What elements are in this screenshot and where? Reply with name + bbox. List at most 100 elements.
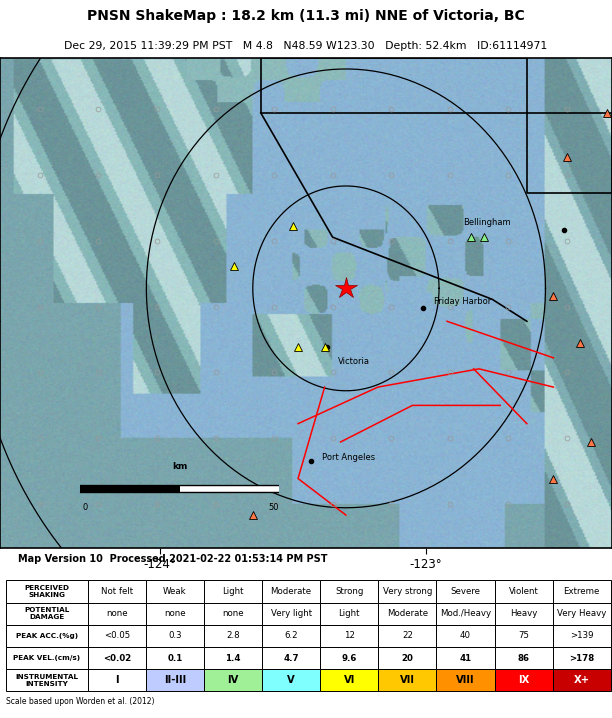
Text: Heavy: Heavy <box>510 609 537 618</box>
Bar <box>204 625 262 647</box>
Bar <box>378 647 436 669</box>
Text: Dec 29, 2015 11:39:29 PM PST   M 4.8   N48.59 W123.30   Depth: 52.4km   ID:61114: Dec 29, 2015 11:39:29 PM PST M 4.8 N48.5… <box>64 42 548 52</box>
Text: Moderate: Moderate <box>387 609 428 618</box>
Text: Very light: Very light <box>271 609 312 618</box>
Bar <box>320 625 378 647</box>
Text: VIII: VIII <box>456 675 475 685</box>
Text: VII: VII <box>400 675 415 685</box>
Text: 50: 50 <box>269 503 279 512</box>
Bar <box>146 625 204 647</box>
Bar <box>553 602 611 625</box>
Bar <box>553 580 611 602</box>
Text: Friday Harbor: Friday Harbor <box>434 297 491 306</box>
Bar <box>320 580 378 602</box>
Text: Extreme: Extreme <box>564 587 600 596</box>
Bar <box>88 647 146 669</box>
Text: 1.4: 1.4 <box>225 653 241 663</box>
Bar <box>378 602 436 625</box>
Bar <box>494 625 553 647</box>
Text: 2.8: 2.8 <box>226 631 240 640</box>
Bar <box>88 602 146 625</box>
Text: 0.3: 0.3 <box>168 631 182 640</box>
Text: PNSN ShakeMap : 18.2 km (11.3 mi) NNE of Victoria, BC: PNSN ShakeMap : 18.2 km (11.3 mi) NNE of… <box>87 9 525 23</box>
Text: 0.1: 0.1 <box>167 653 182 663</box>
Text: I: I <box>115 675 119 685</box>
Text: PEAK ACC.(%g): PEAK ACC.(%g) <box>16 633 78 639</box>
Text: Mod./Heavy: Mod./Heavy <box>440 609 491 618</box>
Text: Scale based upon Worden et al. (2012): Scale based upon Worden et al. (2012) <box>6 697 155 707</box>
Bar <box>204 602 262 625</box>
Text: 86: 86 <box>518 653 529 663</box>
Bar <box>494 647 553 669</box>
Text: Very strong: Very strong <box>382 587 432 596</box>
Text: Map Version 10  Processed 2021-02-22 01:53:14 PM PST: Map Version 10 Processed 2021-02-22 01:5… <box>18 554 328 564</box>
Bar <box>262 580 320 602</box>
Text: Weak: Weak <box>163 587 187 596</box>
Text: 22: 22 <box>402 631 413 640</box>
Text: none: none <box>164 609 185 618</box>
Bar <box>88 625 146 647</box>
Text: IV: IV <box>227 675 239 685</box>
Bar <box>6 647 88 669</box>
Text: Bellingham: Bellingham <box>463 218 510 227</box>
Text: none: none <box>222 609 244 618</box>
Bar <box>88 580 146 602</box>
Bar <box>494 602 553 625</box>
Bar <box>553 647 611 669</box>
Text: 75: 75 <box>518 631 529 640</box>
Bar <box>262 647 320 669</box>
Text: POTENTIAL
DAMAGE: POTENTIAL DAMAGE <box>24 607 70 620</box>
Bar <box>88 669 146 691</box>
Text: Not felt: Not felt <box>101 587 133 596</box>
Bar <box>378 669 436 691</box>
Text: >139: >139 <box>570 631 594 640</box>
Bar <box>378 625 436 647</box>
Bar <box>204 669 262 691</box>
Text: Severe: Severe <box>450 587 480 596</box>
Text: VI: VI <box>343 675 355 685</box>
Bar <box>553 625 611 647</box>
Bar <box>378 580 436 602</box>
Text: none: none <box>106 609 128 618</box>
Bar <box>6 669 88 691</box>
Bar <box>553 669 611 691</box>
Text: 41: 41 <box>460 653 472 663</box>
Text: Violent: Violent <box>509 587 539 596</box>
Bar <box>436 625 494 647</box>
Bar <box>146 580 204 602</box>
Text: 6.2: 6.2 <box>285 631 298 640</box>
Text: IX: IX <box>518 675 529 685</box>
Bar <box>262 602 320 625</box>
Bar <box>436 602 494 625</box>
Text: 20: 20 <box>401 653 413 663</box>
Bar <box>320 647 378 669</box>
Text: INSTRUMENTAL
INTENSITY: INSTRUMENTAL INTENSITY <box>15 673 78 686</box>
Bar <box>204 647 262 669</box>
Text: 12: 12 <box>344 631 355 640</box>
Text: 40: 40 <box>460 631 471 640</box>
Text: V: V <box>287 675 295 685</box>
Bar <box>204 580 262 602</box>
Bar <box>146 602 204 625</box>
Text: >178: >178 <box>569 653 594 663</box>
Text: PEAK VEL.(cm/s): PEAK VEL.(cm/s) <box>13 655 81 661</box>
Bar <box>146 669 204 691</box>
Text: Victoria: Victoria <box>338 357 370 366</box>
Text: <0.02: <0.02 <box>103 653 131 663</box>
Bar <box>6 625 88 647</box>
Bar <box>146 647 204 669</box>
Bar <box>436 647 494 669</box>
Bar <box>262 669 320 691</box>
Text: Light: Light <box>222 587 244 596</box>
Text: 0: 0 <box>83 503 88 512</box>
Bar <box>6 580 88 602</box>
Text: Very Heavy: Very Heavy <box>557 609 606 618</box>
Text: 4.7: 4.7 <box>283 653 299 663</box>
Bar <box>6 602 88 625</box>
Text: 9.6: 9.6 <box>341 653 357 663</box>
Bar <box>494 669 553 691</box>
Text: Strong: Strong <box>335 587 364 596</box>
Text: <0.05: <0.05 <box>103 631 130 640</box>
Text: X+: X+ <box>573 675 590 685</box>
Text: PERCEIVED
SHAKING: PERCEIVED SHAKING <box>24 585 69 598</box>
